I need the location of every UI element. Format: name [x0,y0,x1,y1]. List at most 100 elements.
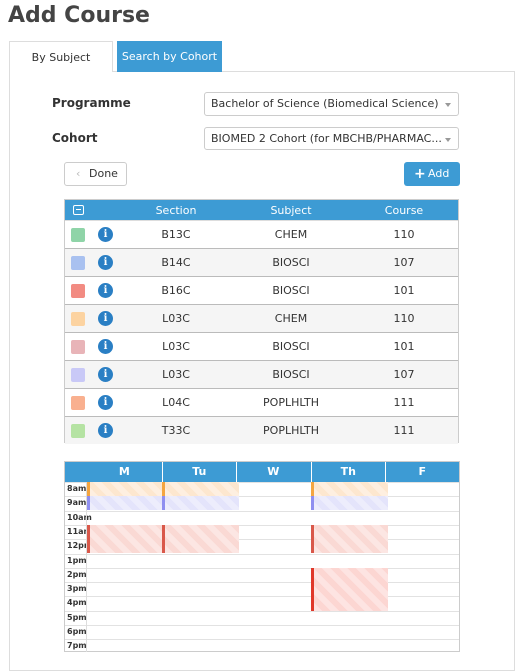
time-row [65,582,459,584]
table-row: i T33C POPLHLTH 111 [65,416,458,444]
time-row [65,610,459,612]
table-cell: T33C [161,424,191,437]
time-label: 9am [67,498,87,508]
page-title: Add Course [8,3,150,28]
time-label: 1pm [67,555,87,565]
event[interactable] [311,482,388,496]
select[interactable]: Bachelor of Science (Biomedical Science) [204,92,459,116]
event[interactable] [311,568,388,611]
event[interactable] [162,496,239,510]
day-header: W [267,465,280,478]
info-icon[interactable]: i [98,367,113,382]
table-cell: 107 [393,256,415,269]
time-label: 3pm [67,584,87,594]
time-label: 10am [67,512,92,522]
table-cell: B13C [161,228,191,241]
info-icon[interactable]: i [98,395,113,410]
table-cell: B14C [161,256,191,269]
info-icon[interactable]: i [98,311,113,326]
table-cell: POPLHLTH [263,396,319,409]
event[interactable] [87,482,165,496]
info-icon[interactable]: i [98,423,113,438]
info-icon[interactable]: i [98,339,113,354]
button-label: Done [89,167,118,180]
table-cell: BIOSCI [272,256,310,269]
table-cell: POPLHLTH [263,424,319,437]
time-label: 5pm [67,612,87,622]
time-label: 6pm [67,627,87,636]
day-divider [311,462,312,482]
time-row [65,524,459,526]
time-row [65,596,459,598]
event[interactable] [87,525,165,553]
color-swatch[interactable] [71,424,85,438]
done-button[interactable]: ‹ Done [64,162,127,186]
select[interactable]: BIOMED 2 Cohort (for MBCHB/PHARMAC... [204,127,459,150]
event[interactable] [311,525,388,553]
day-header: M [118,465,130,478]
table-cell: 110 [393,312,415,325]
table-row: i L04C POPLHLTH 111 [65,388,458,416]
collapse-icon[interactable] [73,205,84,215]
event[interactable] [311,496,388,510]
day-header: F [418,465,427,478]
time-divider [86,482,87,652]
time-row [65,496,459,498]
event[interactable] [87,496,165,510]
color-swatch[interactable] [71,312,85,326]
table-row: i L03C CHEM 110 [65,304,458,332]
day-header: Th [340,465,356,478]
color-swatch[interactable] [71,368,85,382]
table-row: i B16C BIOSCI 101 [65,276,458,304]
color-swatch[interactable] [71,396,85,410]
tab-active[interactable]: Search by Cohort [117,41,222,72]
time-row [65,510,459,512]
time-row [65,539,459,541]
column-header: Subject [270,204,312,217]
event[interactable] [162,482,239,496]
day-header: Tu [192,465,207,478]
tab[interactable]: By Subject [9,41,113,72]
table-cell: L04C [162,396,190,409]
table-row: i B13C CHEM 110 [65,220,458,248]
day-divider [162,462,163,482]
time-label: 11am [67,526,92,536]
column-header: Section [155,204,197,217]
table-cell: CHEM [274,312,308,325]
field-label: Programme [52,96,131,110]
color-swatch[interactable] [71,340,85,354]
table-row: i L03C BIOSCI 107 [65,360,458,388]
table-cell: L03C [162,312,190,325]
table: Section Subject Course i B13C CHEM 110 i B14C BI… [64,199,459,444]
info-icon[interactable]: i [98,227,113,242]
info-icon[interactable]: i [98,255,113,270]
time-label: 12pm [67,541,93,551]
day-divider [236,462,237,482]
table-cell: 107 [393,368,415,381]
day-divider [385,462,386,482]
time-row [65,482,459,483]
calendar-header: M Tu W Th F [65,462,459,482]
table-cell: CHEM [274,228,308,241]
add-button[interactable]: + Add [404,162,460,186]
table-cell: 111 [393,396,415,409]
table-row: i L03C BIOSCI 101 [65,332,458,360]
table-cell: 101 [393,340,415,353]
table-cell: BIOSCI [272,368,310,381]
event[interactable] [162,525,239,553]
table-cell: L03C [162,340,190,353]
color-swatch[interactable] [71,228,85,242]
time-row [65,625,459,626]
info-icon[interactable]: i [98,283,113,298]
color-swatch[interactable] [71,284,85,298]
button-label: Add [428,167,450,180]
table-cell: 101 [393,284,415,297]
time-row [65,567,459,569]
table-cell: B16C [161,284,191,297]
time-label: 2pm [67,569,87,579]
color-swatch[interactable] [71,256,85,270]
table-cell: BIOSCI [272,284,310,297]
table-cell: BIOSCI [272,340,310,353]
column-header: Course [384,204,424,217]
